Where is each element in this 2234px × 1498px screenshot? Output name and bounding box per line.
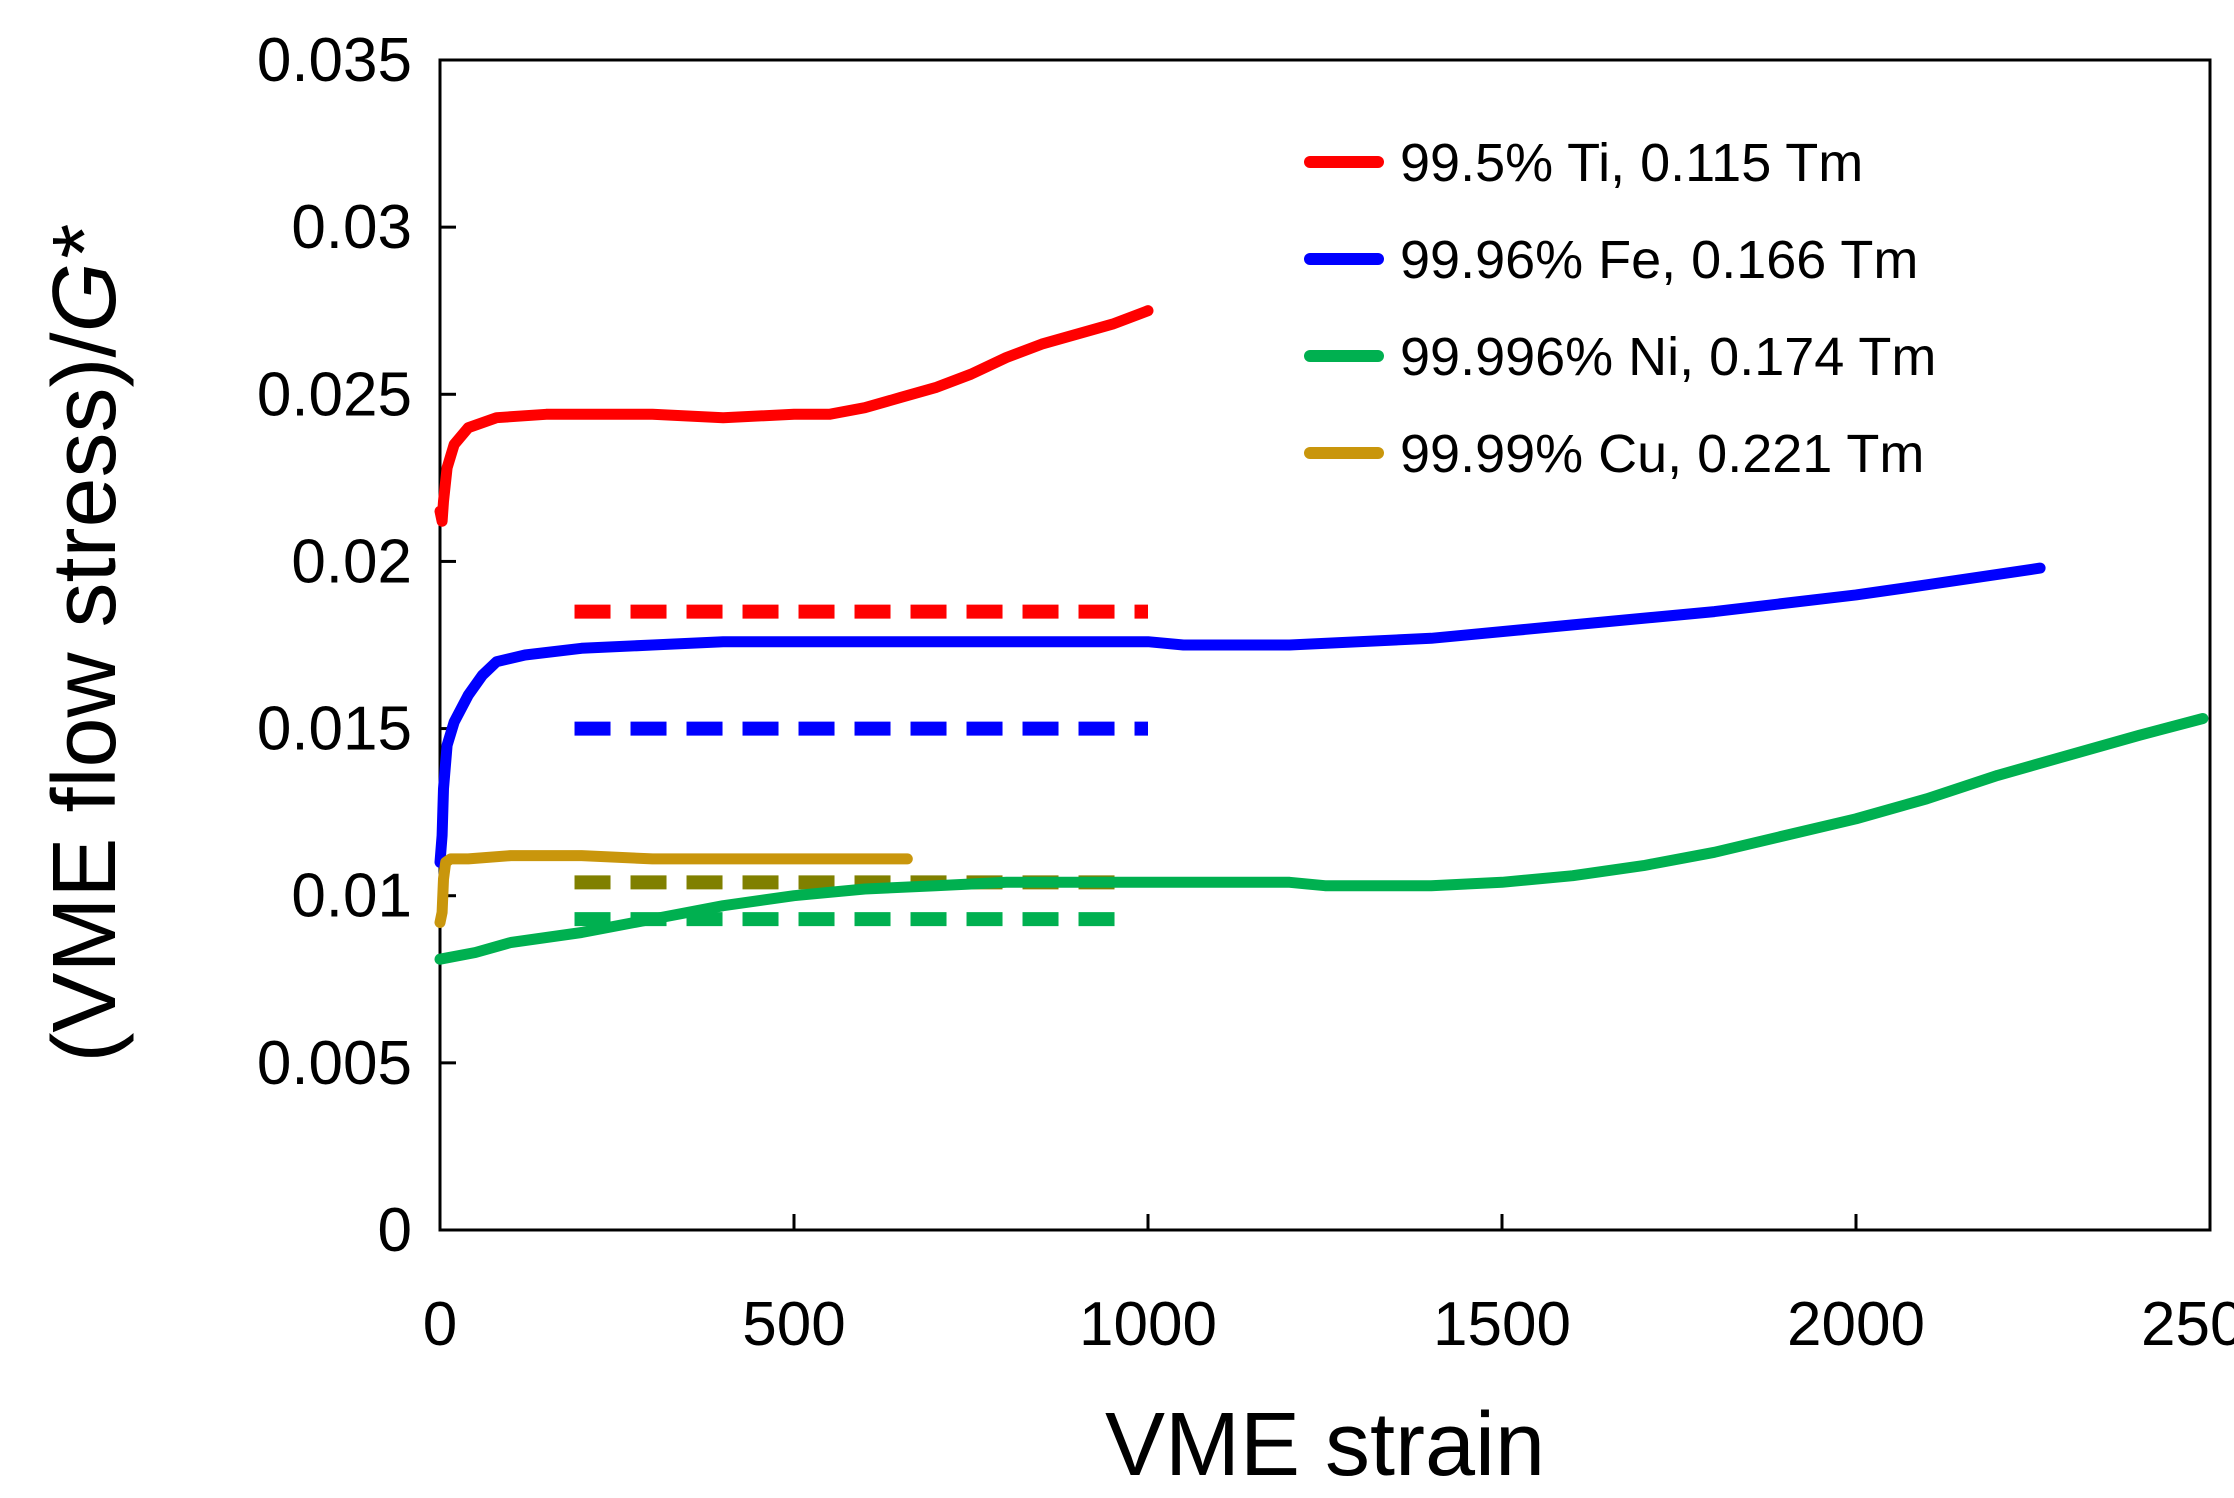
- x-axis-title: VME strain: [1105, 1395, 1545, 1495]
- y-tick-label: 0: [378, 1196, 412, 1265]
- x-tick-label: 500: [742, 1290, 845, 1359]
- plot-frame: [438, 58, 2212, 1232]
- legend-label: 99.99% Cu, 0.221 Tm: [1400, 424, 1924, 484]
- y-axis-ticks: 0 0.005 0.01 0.015 0.02 0.025 0.03 0.035: [257, 26, 456, 1265]
- y-tick-label: 0.03: [291, 193, 412, 262]
- legend-label: 99.96% Fe, 0.166 Tm: [1400, 230, 1918, 290]
- x-tick-label: 0: [423, 1290, 457, 1359]
- y-tick-label: 0.035: [257, 26, 412, 95]
- y-tick-label: 0.015: [257, 695, 412, 764]
- series-line: [434, 850, 913, 928]
- x-tick-label: 2000: [1787, 1290, 1925, 1359]
- y-tick-label: 0.01: [291, 862, 412, 931]
- legend-label: 99.996% Ni, 0.174 Tm: [1400, 327, 1936, 387]
- y-tick-label: 0.02: [291, 527, 412, 596]
- y-tick-label: 0.025: [257, 360, 412, 429]
- series-line: [434, 562, 2046, 868]
- x-tick-label: 1500: [1433, 1290, 1571, 1359]
- y-tick-label: 0.005: [257, 1029, 412, 1098]
- series-line: [434, 713, 2209, 965]
- reference-lines: [574, 604, 1148, 927]
- series-lines: [434, 305, 2209, 965]
- x-tick-label: 1000: [1079, 1290, 1217, 1359]
- legend: 99.5% Ti, 0.115 Tm 99.96% Fe, 0.166 Tm 99.…: [1304, 133, 1936, 484]
- series-line: [434, 305, 1154, 527]
- legend-label: 99.5% Ti, 0.115 Tm: [1400, 133, 1863, 193]
- y-axis-title: (VME flow stress)/G*: [35, 224, 135, 1062]
- y-axis-title-main: (VME flow stress)/: [35, 332, 135, 1062]
- y-axis-title-italic: G*: [35, 224, 135, 332]
